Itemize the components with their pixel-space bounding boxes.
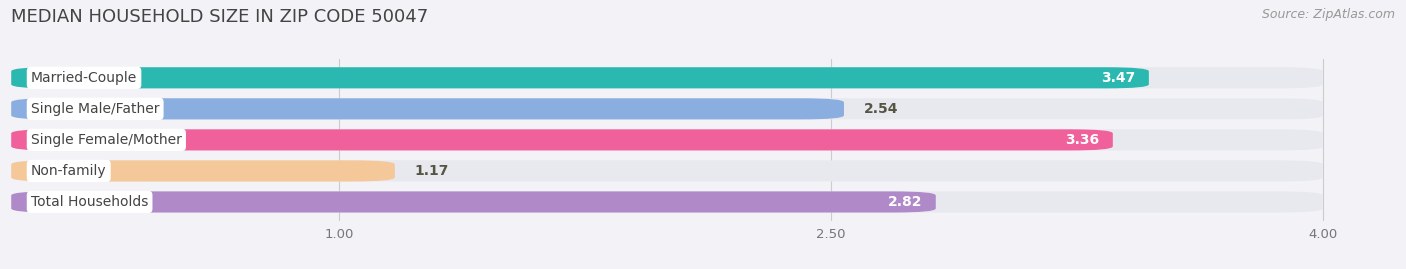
Text: 3.47: 3.47 (1101, 71, 1136, 85)
FancyBboxPatch shape (11, 129, 1112, 150)
Text: 1.17: 1.17 (415, 164, 449, 178)
Text: Single Female/Mother: Single Female/Mother (31, 133, 181, 147)
FancyBboxPatch shape (11, 67, 1323, 88)
FancyBboxPatch shape (11, 192, 936, 213)
Text: Single Male/Father: Single Male/Father (31, 102, 159, 116)
Text: Non-family: Non-family (31, 164, 107, 178)
Text: 2.82: 2.82 (889, 195, 922, 209)
Text: Married-Couple: Married-Couple (31, 71, 138, 85)
Text: Source: ZipAtlas.com: Source: ZipAtlas.com (1261, 8, 1395, 21)
FancyBboxPatch shape (11, 129, 1323, 150)
Text: Total Households: Total Households (31, 195, 148, 209)
FancyBboxPatch shape (11, 160, 1323, 182)
Text: 3.36: 3.36 (1066, 133, 1099, 147)
FancyBboxPatch shape (11, 67, 1149, 88)
FancyBboxPatch shape (11, 192, 1323, 213)
Text: 2.54: 2.54 (863, 102, 898, 116)
FancyBboxPatch shape (11, 98, 1323, 119)
FancyBboxPatch shape (11, 98, 844, 119)
FancyBboxPatch shape (11, 160, 395, 182)
Text: MEDIAN HOUSEHOLD SIZE IN ZIP CODE 50047: MEDIAN HOUSEHOLD SIZE IN ZIP CODE 50047 (11, 8, 429, 26)
